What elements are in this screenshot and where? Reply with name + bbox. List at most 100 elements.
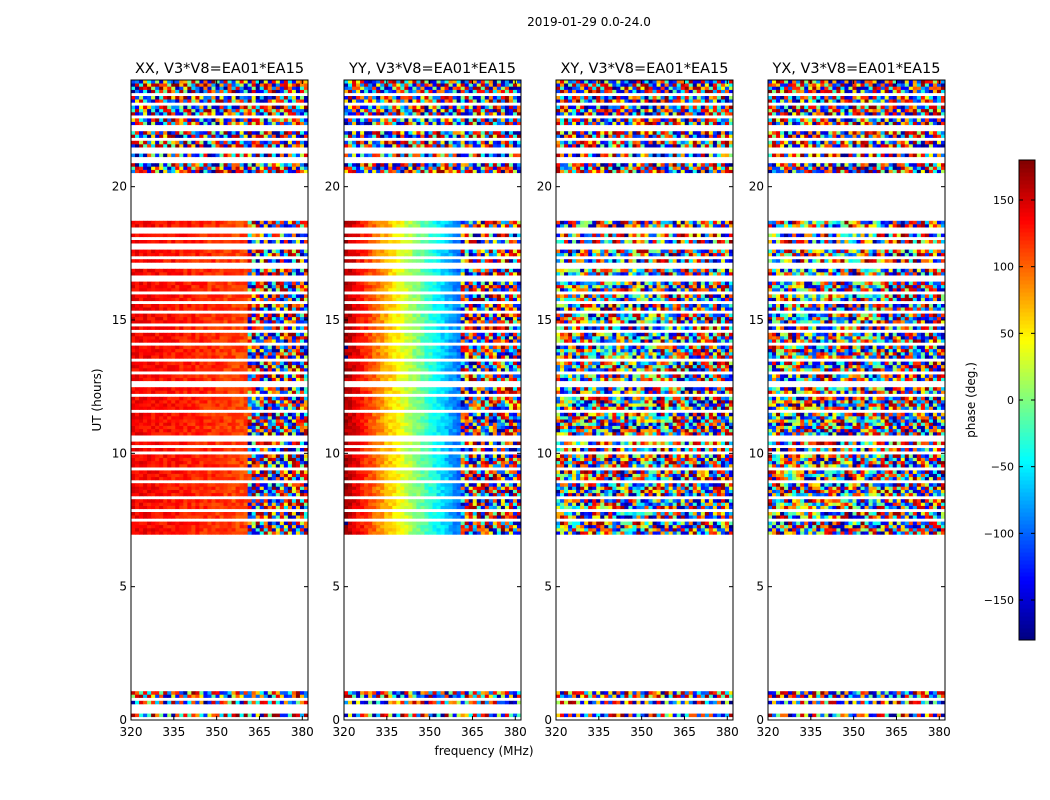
heatmap-cell	[231, 336, 236, 340]
heatmap-cell	[163, 400, 168, 404]
heatmap-cell	[291, 432, 297, 436]
heatmap-cell	[147, 524, 152, 529]
heatmap-cell	[183, 377, 188, 382]
heatmap-cell	[512, 694, 518, 698]
heatmap-cell	[360, 700, 365, 705]
heatmap-cell	[295, 144, 301, 148]
heatmap-cell	[175, 268, 180, 273]
heatmap-cell	[239, 492, 245, 497]
heatmap-cell	[287, 355, 293, 359]
heatmap-cell	[207, 332, 212, 337]
heatmap-cell	[131, 428, 136, 433]
heatmap-cell	[183, 364, 188, 369]
heatmap-cell	[247, 294, 253, 298]
heatmap-cell	[388, 502, 393, 506]
heatmap-cell	[147, 326, 152, 330]
heatmap-cell	[267, 361, 273, 366]
heatmap-cell	[456, 460, 462, 465]
heatmap-cell	[299, 448, 305, 452]
heatmap-cell	[384, 531, 389, 535]
heatmap-cell	[187, 316, 192, 321]
heatmap-cell	[179, 403, 184, 407]
heatmap-cell	[287, 144, 293, 148]
heatmap-cell	[512, 524, 518, 529]
heatmap-cell	[255, 713, 261, 718]
heatmap-cell	[275, 419, 281, 423]
heatmap-cell	[243, 454, 249, 458]
heatmap-cell	[135, 470, 140, 474]
heatmap-cell	[187, 464, 192, 468]
heatmap-cell	[167, 233, 172, 238]
heatmap-cell	[167, 432, 172, 436]
heatmap-cell	[271, 166, 277, 170]
heatmap-cell	[223, 233, 228, 238]
heatmap-cell	[139, 252, 144, 257]
heatmap-cell	[452, 512, 458, 516]
heatmap-cell	[299, 454, 305, 458]
heatmap-cell	[500, 476, 506, 481]
heatmap-cell	[299, 233, 305, 238]
heatmap-cell	[279, 489, 285, 494]
heatmap-cell	[299, 528, 305, 532]
heatmap-cell	[151, 294, 156, 298]
heatmap-cell	[219, 390, 224, 394]
heatmap-cell	[348, 492, 353, 497]
heatmap-cell	[291, 83, 297, 87]
heatmap-cell	[199, 284, 204, 289]
heatmap-cell	[460, 524, 466, 529]
heatmap-cell	[279, 220, 285, 225]
heatmap-cell	[143, 454, 148, 458]
heatmap-cell	[416, 531, 421, 535]
heatmap-cell	[484, 473, 490, 478]
heatmap-cell	[155, 294, 160, 298]
heatmap-cell	[291, 272, 297, 276]
heatmap-cell	[468, 476, 474, 481]
heatmap-cell	[251, 169, 257, 174]
heatmap-cell	[211, 700, 216, 705]
heatmap-cell	[187, 700, 192, 705]
heatmap-cell	[448, 691, 454, 695]
heatmap-cell	[271, 112, 277, 116]
heatmap-cell	[151, 505, 156, 510]
heatmap-cell	[131, 131, 136, 135]
heatmap-cell	[388, 483, 393, 487]
heatmap-cell	[147, 355, 152, 359]
heatmap-cell	[275, 169, 281, 174]
heatmap-cell	[247, 80, 253, 84]
heatmap-cell	[263, 121, 269, 126]
heatmap-cell	[380, 515, 385, 519]
heatmap-cell	[492, 460, 498, 465]
heatmap-cell	[488, 505, 494, 510]
heatmap-cell	[396, 476, 401, 481]
heatmap-cell	[263, 457, 269, 462]
heatmap-cell	[279, 441, 285, 446]
heatmap-cell	[291, 259, 297, 263]
heatmap-cell	[480, 489, 486, 494]
heatmap-cell	[263, 297, 269, 302]
heatmap-cell	[207, 105, 212, 110]
heatmap-cell	[143, 105, 148, 110]
heatmap-cell	[267, 412, 273, 417]
heatmap-cell	[155, 406, 160, 410]
heatmap-cell	[187, 268, 192, 273]
heatmap-cell	[408, 464, 413, 468]
heatmap-cell	[239, 284, 245, 289]
heatmap-cell	[263, 307, 269, 311]
heatmap-cell	[223, 252, 228, 257]
heatmap-cell	[179, 259, 184, 263]
heatmap-cell	[504, 499, 510, 503]
heatmap-cell	[255, 377, 261, 382]
heatmap-cell	[207, 224, 212, 228]
heatmap-cell	[299, 224, 305, 228]
heatmap-cell	[279, 406, 285, 410]
heatmap-cell	[191, 83, 196, 87]
heatmap-cell	[163, 259, 168, 263]
heatmap-cell	[404, 489, 409, 494]
heatmap-cell	[504, 464, 510, 468]
heatmap-cell	[143, 406, 148, 410]
heatmap-cell	[151, 220, 156, 225]
heatmap-cell	[131, 272, 136, 276]
heatmap-cell	[263, 406, 269, 410]
heatmap-cell	[299, 492, 305, 497]
heatmap-cell	[271, 140, 277, 145]
